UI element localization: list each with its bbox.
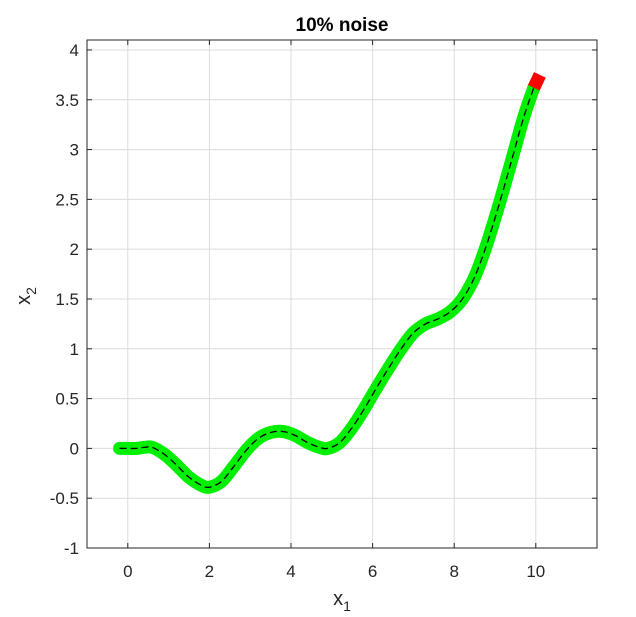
y-tick-label: 3 (70, 141, 79, 160)
y-tick-label: 0 (70, 439, 79, 458)
x-tick-label: 8 (449, 562, 458, 581)
y-axis-label-main: x (13, 295, 35, 305)
y-tick-label: -0.5 (50, 489, 79, 508)
y-tick-label: 1.5 (55, 290, 79, 309)
y-axis-label-subscript: 2 (23, 287, 39, 295)
grid-lines (87, 40, 597, 549)
x-tick-label: 0 (123, 562, 132, 581)
series-layer (113, 72, 546, 494)
y-tick-label: 2 (70, 240, 79, 259)
x-tick-label: 10 (526, 562, 545, 581)
series-noisy-data (113, 81, 541, 494)
x-axis-label-subscript: 1 (343, 598, 351, 614)
y-tick-label: 0.5 (55, 390, 79, 409)
x-tick-label: 6 (368, 562, 377, 581)
x-tick-label: 2 (205, 562, 214, 581)
y-tick-label: 4 (70, 41, 79, 60)
series-true-trajectory (119, 87, 535, 489)
y-tick-label: 1 (70, 340, 79, 359)
x-tick-label: 4 (286, 562, 295, 581)
y-axis-label: x2 (13, 287, 39, 305)
x-axis-ticks: 0 2 4 6 8 10 (123, 40, 545, 581)
y-axis-ticks: -1 -0.5 0 0.5 1 1.5 2 2.5 3 3.5 4 (50, 41, 597, 558)
x-axis-label-main: x (333, 588, 343, 610)
y-tick-label: -1 (64, 539, 79, 558)
y-tick-label: 3.5 (55, 91, 79, 110)
y-tick-label: 2.5 (55, 190, 79, 209)
axes-box (86, 39, 598, 549)
series-end-segment (527, 72, 546, 91)
x-axis-label: x1 (333, 588, 351, 614)
chart-title: 10% noise (296, 15, 389, 36)
